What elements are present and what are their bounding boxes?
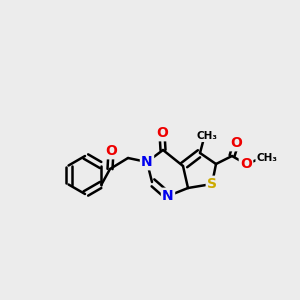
Text: CH₃: CH₃ [256, 153, 278, 163]
Text: N: N [162, 189, 174, 203]
Text: O: O [240, 157, 252, 171]
Text: O: O [105, 144, 117, 158]
Text: N: N [141, 155, 153, 169]
Text: CH₃: CH₃ [196, 131, 218, 141]
Text: O: O [230, 136, 242, 150]
Text: O: O [156, 126, 168, 140]
Text: S: S [207, 177, 217, 191]
